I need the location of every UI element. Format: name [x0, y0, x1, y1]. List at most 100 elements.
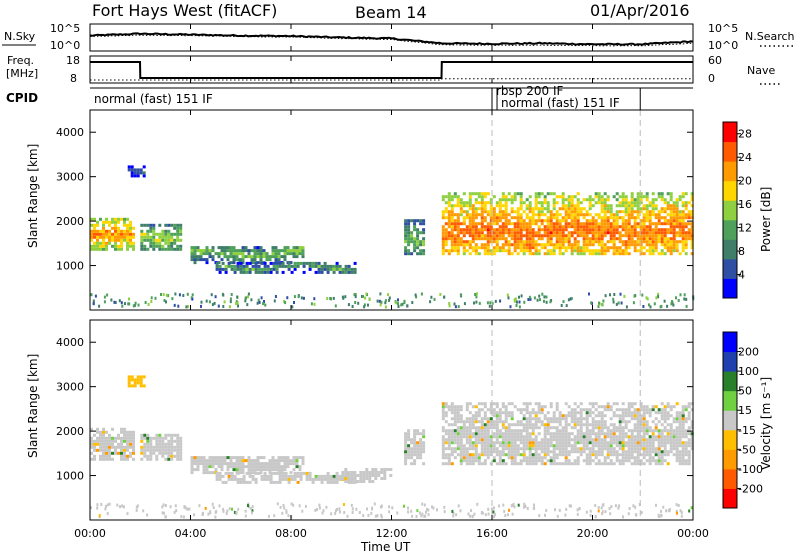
heatmap-cell	[642, 246, 646, 250]
colorbar-tick-label: -15	[738, 424, 756, 437]
heatmap-cell	[678, 438, 682, 442]
heatmap-cell	[215, 261, 219, 265]
heatmap-cell	[623, 294, 626, 298]
heatmap-cell	[606, 246, 610, 250]
heatmap-cell	[603, 246, 607, 250]
heatmap-cell	[214, 252, 218, 256]
heatmap-cell	[519, 198, 523, 202]
heatmap-cell	[561, 225, 565, 229]
heatmap-cell	[510, 207, 514, 211]
heatmap-cell	[537, 243, 541, 247]
heatmap-cell	[615, 408, 619, 412]
heatmap-cell	[651, 450, 655, 454]
heatmap-cell	[639, 243, 643, 247]
heatmap-cell	[558, 423, 562, 427]
heatmap-cell	[675, 210, 679, 214]
heatmap-cell	[630, 195, 634, 199]
heatmap-cell	[567, 195, 571, 199]
heatmap-cell	[486, 249, 490, 253]
heatmap-cell	[493, 506, 495, 510]
heatmap-cell	[236, 301, 239, 305]
heatmap-cell	[465, 417, 469, 421]
heatmap-cell	[444, 462, 448, 466]
heatmap-cell	[111, 445, 114, 449]
heatmap-cell	[651, 198, 655, 202]
heatmap-cell	[600, 432, 604, 436]
heatmap-cell	[681, 243, 685, 247]
heatmap-cell	[610, 505, 613, 509]
heatmap-cell	[465, 249, 469, 253]
heatmap-cell	[612, 228, 616, 232]
heatmap-cell	[579, 207, 583, 211]
heatmap-cell	[266, 270, 270, 274]
heatmap-cell	[618, 216, 622, 220]
heatmap-cell	[111, 457, 114, 461]
heatmap-cell	[516, 237, 520, 241]
heatmap-cell	[585, 234, 589, 238]
heatmap-cell	[540, 441, 544, 445]
heatmap-cell	[639, 198, 643, 202]
heatmap-cell	[666, 423, 670, 427]
heatmap-cell	[642, 438, 646, 442]
heatmap-cell	[483, 234, 487, 238]
heatmap-cell	[120, 229, 123, 233]
heatmap-cell	[130, 168, 134, 172]
heatmap-cell	[474, 243, 478, 247]
heatmap-cell	[555, 225, 559, 229]
heatmap-cell	[286, 456, 290, 460]
heatmap-cell	[579, 441, 583, 445]
heatmap-cell	[621, 429, 625, 433]
heatmap-cell	[202, 456, 206, 460]
heatmap-cell	[516, 222, 520, 226]
heatmap-cell	[247, 292, 250, 296]
heatmap-cell	[525, 447, 529, 451]
heatmap-cell	[90, 451, 93, 455]
heatmap-cell	[363, 305, 366, 309]
heatmap-cell	[504, 204, 508, 208]
heatmap-cell	[576, 417, 580, 421]
heatmap-cell	[558, 243, 562, 247]
heatmap-cell	[618, 225, 622, 229]
heatmap-cell	[690, 243, 694, 247]
heatmap-cell	[665, 509, 667, 513]
heatmap-cell	[678, 198, 682, 202]
heatmap-cell	[558, 249, 562, 253]
heatmap-cell	[239, 267, 243, 271]
heatmap-cell	[600, 303, 603, 306]
heatmap-cell	[591, 453, 595, 457]
heatmap-cell	[609, 462, 613, 466]
heatmap-cell	[561, 192, 565, 196]
heatmap-cell	[576, 243, 580, 247]
heatmap-cell	[537, 456, 541, 460]
heatmap-cell	[600, 222, 604, 226]
heatmap-cell	[227, 474, 231, 478]
heatmap-cell	[579, 411, 583, 415]
heatmap-cell	[477, 453, 481, 457]
heatmap-cell	[459, 231, 463, 235]
heatmap-cell	[447, 432, 451, 436]
heatmap-cell	[639, 201, 643, 205]
heatmap-cell	[630, 435, 634, 439]
heatmap-cell	[130, 171, 134, 175]
heatmap-cell	[612, 237, 616, 241]
heatmap-cell	[621, 459, 625, 463]
heatmap-cell	[690, 441, 694, 445]
heatmap-cell	[552, 204, 556, 208]
heatmap-cell	[483, 450, 487, 454]
heatmap-cell	[624, 441, 628, 445]
heatmap-cell	[293, 295, 296, 299]
heatmap-cell	[645, 420, 649, 424]
heatmap-cell	[555, 441, 559, 445]
heatmap-cell	[380, 477, 384, 480]
heatmap-cell	[344, 480, 348, 483]
heatmap-cell	[654, 228, 658, 232]
heatmap-cell	[573, 420, 577, 424]
heatmap-cell	[456, 225, 460, 229]
heatmap-cell	[140, 457, 144, 461]
heatmap-cell	[471, 234, 475, 238]
heatmap-cell	[265, 468, 269, 472]
heatmap-cell	[456, 195, 460, 199]
heatmap-cell	[281, 264, 285, 268]
heatmap-cell	[239, 480, 243, 484]
heatmap-cell	[570, 426, 574, 430]
